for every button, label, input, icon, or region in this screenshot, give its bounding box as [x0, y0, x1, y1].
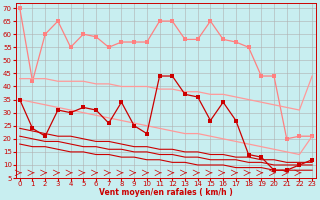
X-axis label: Vent moyen/en rafales ( km/h ): Vent moyen/en rafales ( km/h ): [99, 188, 233, 197]
